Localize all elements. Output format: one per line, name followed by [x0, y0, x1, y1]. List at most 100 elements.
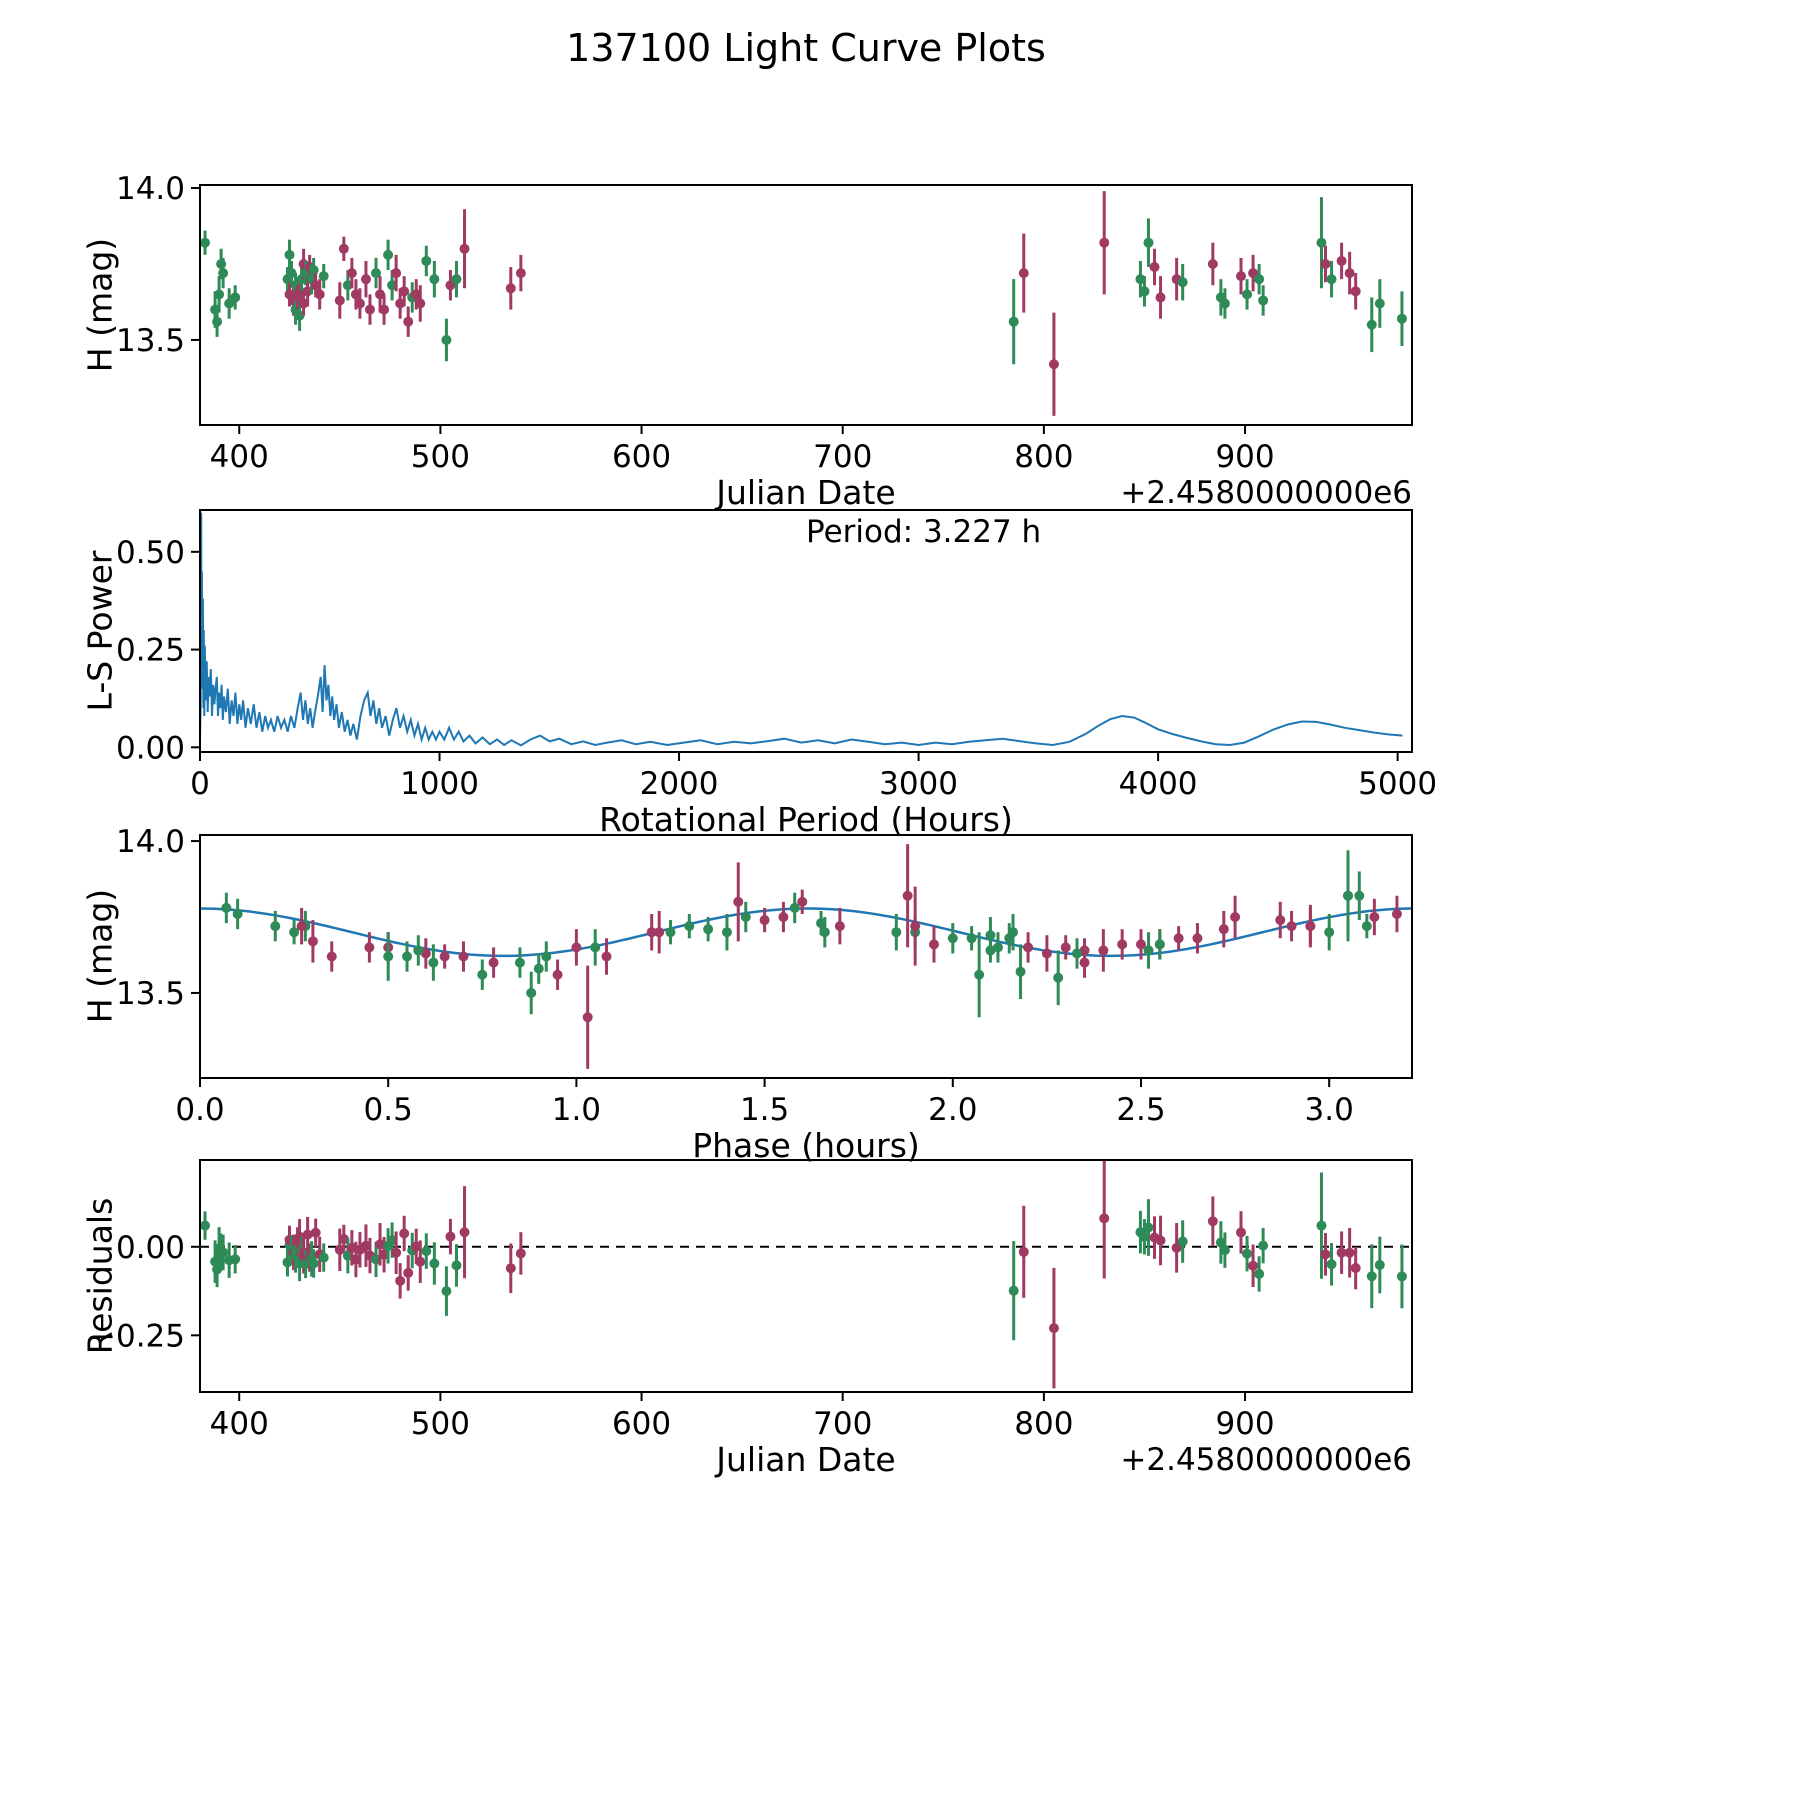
data-point [684, 921, 695, 932]
data-point [212, 316, 223, 327]
data-point [364, 942, 375, 953]
x-tick-label: 2000 [640, 766, 719, 802]
x-tick-label: 0.0 [175, 1092, 224, 1128]
data-point [415, 1256, 426, 1267]
data-point [1171, 1242, 1182, 1253]
data-point [1149, 262, 1160, 273]
data-point [1177, 1236, 1188, 1247]
data-point [1248, 1260, 1259, 1271]
y-tick-label: −0.25 [90, 1318, 185, 1354]
axes-frame [199, 184, 1413, 426]
data-point [797, 896, 808, 907]
data-point [1361, 921, 1372, 932]
data-point [1207, 258, 1218, 269]
data-point [429, 274, 440, 285]
data-point [403, 316, 414, 327]
data-point [371, 268, 382, 279]
x-tick-label: 0.5 [364, 1092, 413, 1128]
data-point [1219, 1245, 1230, 1256]
data-point [515, 268, 526, 279]
data-point [1143, 237, 1154, 248]
y-tick-label: 13.5 [116, 976, 185, 1012]
data-point [387, 1235, 398, 1246]
data-point [1236, 271, 1247, 282]
data-point [1048, 359, 1059, 370]
data-point [399, 286, 410, 297]
y-tick-label: 14.0 [116, 171, 185, 207]
data-point [411, 1241, 422, 1252]
data-point [200, 237, 211, 248]
plot-content-periodogram [200, 512, 1403, 747]
data-point [1369, 912, 1380, 923]
x-tick-label: 600 [612, 1406, 671, 1442]
plot-content-residuals_vs_jd [200, 1160, 1412, 1389]
ylabel-h-mag-phase: H (mag) [80, 888, 120, 1024]
y-tick-label: 0.25 [116, 633, 185, 669]
axes-frame [199, 834, 1413, 1079]
data-point [350, 289, 361, 300]
data-point [379, 304, 390, 315]
data-point [1135, 939, 1146, 950]
data-point [1242, 1248, 1253, 1259]
data-point [1354, 890, 1365, 901]
data-point [1336, 255, 1347, 266]
xlabel-julian-date-top: Julian Date [716, 473, 896, 512]
data-point [387, 280, 398, 291]
data-point [601, 951, 612, 962]
figure-title: 137100 Light Curve Plots [566, 26, 1046, 70]
x-tick-label: 0 [190, 766, 210, 802]
data-point [1320, 258, 1331, 269]
ylabel-residuals: Residuals [80, 1197, 120, 1355]
data-point [703, 924, 714, 935]
data-point [1396, 313, 1407, 324]
plot-content-h_vs_jd [200, 191, 1407, 416]
data-point [298, 298, 309, 309]
data-point [230, 292, 241, 303]
x-tick-label: 400 [210, 439, 269, 475]
fit-curve [200, 907, 1412, 958]
xlabel-phase-hours: Phase (hours) [692, 1126, 920, 1165]
data-point [1320, 1249, 1331, 1260]
xlabel-rotational-period: Rotational Period (Hours) [599, 800, 1013, 839]
data-point [354, 298, 365, 309]
x-tick-label: 1.0 [552, 1092, 601, 1128]
period-annotation: Period: 3.227 h [806, 514, 1042, 550]
data-point [1018, 268, 1029, 279]
data-point [665, 927, 676, 938]
data-point [338, 243, 349, 254]
data-point [379, 1249, 390, 1260]
data-point [1117, 939, 1128, 950]
axes-periodogram: 0 1000 2000 3000 4000 5000 0.00 0.25 0.50 [116, 509, 1437, 802]
x-offset-text-top: +2.4580000000e6 [1120, 475, 1412, 511]
data-point [403, 1267, 414, 1278]
data-point [477, 969, 488, 980]
data-point [200, 1220, 211, 1231]
data-point [314, 289, 325, 300]
x-tick-label: 5000 [1358, 766, 1437, 802]
data-point [1219, 298, 1230, 309]
data-point [721, 927, 732, 938]
data-point [740, 912, 751, 923]
data-point [402, 951, 413, 962]
y-tick-label: 0.50 [116, 535, 185, 571]
data-point [411, 289, 422, 300]
data-point [451, 274, 462, 285]
data-point [218, 1247, 229, 1258]
data-point [1135, 274, 1146, 285]
data-point [421, 1246, 432, 1257]
data-point [1343, 890, 1354, 901]
data-point [1258, 1240, 1269, 1251]
data-point [1143, 945, 1154, 956]
data-point [928, 939, 939, 950]
data-point [1173, 933, 1184, 944]
data-point [429, 1258, 440, 1269]
x-tick-label: 800 [1014, 1406, 1073, 1442]
x-tick-label: 1000 [400, 766, 479, 802]
x-tick-label: 3.0 [1305, 1092, 1354, 1128]
data-point [415, 298, 426, 309]
data-point [308, 265, 319, 276]
data-point [294, 310, 305, 321]
data-point [1391, 908, 1402, 919]
data-point [571, 942, 582, 953]
data-point [789, 902, 800, 913]
